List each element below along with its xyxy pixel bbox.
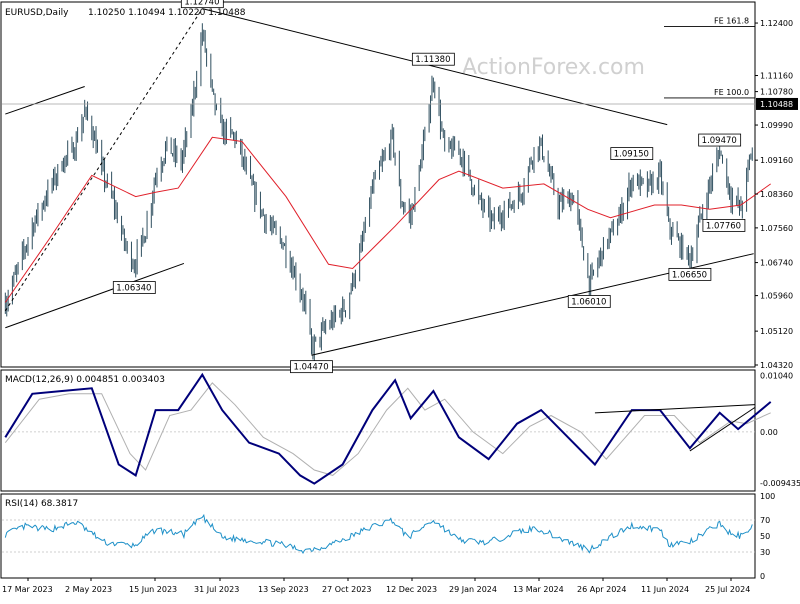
price-tick-label-6: 1.07560 <box>760 224 793 233</box>
swing-label-5: 1.09150 <box>614 150 649 160</box>
price-panel <box>0 1 756 368</box>
macd-tick-label-0: 0.01040 <box>760 371 793 380</box>
swing-label-8: 1.07760 <box>706 221 741 231</box>
swing-label-0: 1.12740 <box>184 0 219 8</box>
rsi-tick-label-1: 70 <box>760 516 770 525</box>
swing-label-2: 1.06340 <box>116 284 151 294</box>
swing-label-6: 1.06650 <box>672 270 707 280</box>
macd-tick-label-1: 0.00 <box>760 428 778 437</box>
rsi-title: RSI(14) 68.3817 <box>5 499 78 509</box>
price-tick-label-10: 1.04320 <box>760 361 793 370</box>
price-tick-label-3: 1.09990 <box>760 121 793 130</box>
trendline-3 <box>202 8 668 126</box>
axis-layer: 1.12400 1.11160 1.10780 1.09990 1.09160 1.083… <box>2 19 800 594</box>
price-tick-label-7: 1.06740 <box>760 259 793 268</box>
price-tick-label-0: 1.12400 <box>760 19 793 28</box>
trendline-0 <box>5 262 185 329</box>
macd-signal-line <box>4 382 771 476</box>
candles <box>4 23 753 361</box>
price-tick-label-2: 1.10780 <box>760 88 793 97</box>
x-tick-label-5: 27 Oct 2023 <box>322 585 371 594</box>
trendline-1 <box>5 86 85 115</box>
price-tick-label-8: 1.05960 <box>760 292 793 301</box>
swing-label-1: 1.11380 <box>415 55 450 65</box>
price-tick-label-4: 1.09160 <box>760 156 793 165</box>
macd-trendline-0 <box>594 404 756 414</box>
swing-label-box-1 <box>411 52 455 66</box>
x-tick-label-7: 29 Jan 2024 <box>449 585 497 594</box>
x-tick-label-1: 2 May 2023 <box>65 585 112 594</box>
macd-panel <box>0 369 756 492</box>
swing-label-7: 1.09470 <box>702 136 737 146</box>
watermark: ActionForex.com <box>462 55 645 80</box>
moving-average-line <box>4 136 771 303</box>
rsi-layer <box>2 513 755 554</box>
swing-label-box-5 <box>610 147 654 160</box>
current-price-label: 1.10488 <box>760 100 793 109</box>
symbol-label: EURUSD,Daily <box>5 8 69 18</box>
macd-title: MACD(12,26,9) 0.004851 0.003403 <box>5 375 165 385</box>
price-tick-label-9: 1.05120 <box>760 327 793 336</box>
swing-label-box-0 <box>180 0 224 9</box>
x-tick-label-0: 17 Mar 2023 <box>2 585 53 594</box>
macd-layer <box>2 372 772 485</box>
fe-level-label-1: FE 100.0 <box>714 88 749 97</box>
rsi-tick-label-2: 50 <box>760 532 770 541</box>
rsi-tick-label-3: 30 <box>760 548 770 557</box>
macd-trendline-1 <box>689 406 756 452</box>
swing-label-box-8 <box>702 219 746 232</box>
x-tick-label-10: 11 Jun 2024 <box>641 585 689 594</box>
fe-level-label-0: FE 161.8 <box>714 16 749 25</box>
swing-label-box-7 <box>698 133 742 147</box>
x-tick-label-9: 26 Apr 2024 <box>577 585 626 594</box>
price-tick-label-5: 1.08360 <box>760 190 793 199</box>
ohlc-label: 1.10250 1.10494 1.10220 1.10488 <box>88 8 246 18</box>
x-tick-label-8: 13 Mar 2024 <box>513 585 564 594</box>
macd-tick-label-2: -0.009435 <box>760 479 800 488</box>
swing-label-4: 1.06010 <box>571 297 606 307</box>
x-tick-label-3: 31 Jul 2023 <box>194 585 239 594</box>
rsi-line <box>4 513 753 554</box>
x-tick-label-6: 12 Dec 2023 <box>386 585 437 594</box>
swing-label-3: 1.04470 <box>293 363 328 373</box>
x-tick-label-4: 13 Sep 2023 <box>258 585 309 594</box>
rsi-panel <box>0 493 756 579</box>
x-tick-label-2: 15 Jun 2023 <box>129 585 177 594</box>
swing-label-box-4 <box>567 295 611 308</box>
swing-label-box-2 <box>112 281 156 294</box>
trendline-2 <box>4 8 203 312</box>
swing-label-box-3 <box>290 360 333 374</box>
price-tick-label-1: 1.11160 <box>760 72 793 81</box>
rsi-tick-label-0: 100 <box>760 492 775 501</box>
rsi-tick-label-4: 0 <box>760 572 765 581</box>
x-tick-label-11: 25 Jul 2024 <box>705 585 750 594</box>
current-price-box <box>756 97 798 110</box>
swing-label-box-6 <box>668 267 712 281</box>
price-layer: FE 161.8 FE 100.0 1.12740 1.11380 1.06340 1.0… <box>2 0 771 374</box>
macd-main-line <box>4 372 772 485</box>
